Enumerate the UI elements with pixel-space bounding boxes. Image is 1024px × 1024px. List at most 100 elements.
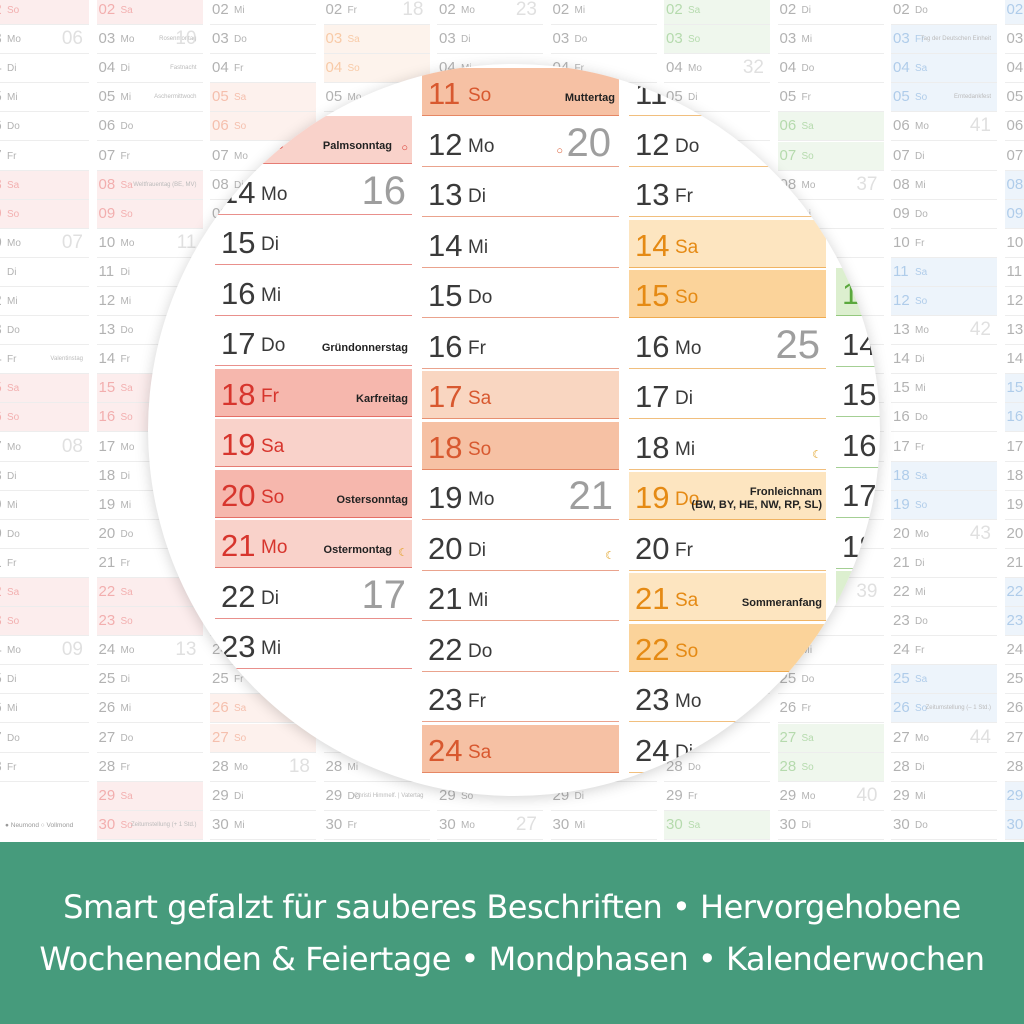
zoom-day-number: 22 bbox=[635, 631, 670, 667]
bg-day-number: 06 bbox=[98, 117, 116, 135]
bg-day-number: 28 bbox=[98, 757, 116, 775]
bg-day-cell: 13 Mo 42 bbox=[891, 316, 997, 346]
zoom-day-cell: 19 Do Fronleichnam (BW, BY, HE, NW, RP, SL) bbox=[629, 472, 826, 520]
bg-day-cell: 03 Do bbox=[550, 25, 657, 55]
moon-phase-icon: ☾ bbox=[398, 547, 408, 559]
bg-day-number: 05 bbox=[325, 88, 343, 106]
bg-weekday: Do bbox=[915, 412, 928, 424]
bg-weekday: Do bbox=[120, 732, 134, 744]
bg-weekday: Fr bbox=[347, 819, 357, 831]
bg-holiday-label: Zeitumstellung (+ 1 Std.) bbox=[130, 821, 197, 828]
zoom-weekday: Mo bbox=[468, 135, 495, 157]
bg-weekday: Mo bbox=[120, 441, 135, 453]
zoom-day-number: 22 bbox=[221, 578, 256, 614]
bg-weekday: Sa bbox=[234, 92, 247, 104]
bg-day-number: 15 bbox=[893, 379, 910, 397]
bg-day-cell: 28 Fr bbox=[96, 753, 203, 782]
bg-weekday: Fr bbox=[688, 790, 698, 802]
bg-day-number: 30 bbox=[666, 815, 683, 833]
bg-day-cell: 11 Di bbox=[0, 258, 89, 287]
zoom-weekday: Mo bbox=[675, 337, 702, 359]
feature-line-2: Wochenenden & Feiertage • Mondphasen • K… bbox=[39, 940, 985, 978]
bg-day-number: 03 bbox=[1006, 30, 1024, 48]
bg-day-number: 10 bbox=[98, 233, 116, 251]
zoom-day-cell: 16 Fr bbox=[422, 321, 619, 369]
feature-line-1: Smart gefalzt für sauberes Beschriften •… bbox=[63, 888, 961, 926]
bg-day-number: 30 bbox=[779, 815, 797, 833]
bg-weekday: Mi bbox=[347, 761, 359, 773]
zoom-weekday: Sa bbox=[468, 388, 492, 409]
bg-day-cell: 02 Mi bbox=[550, 0, 657, 25]
zoom-day-number: 17 bbox=[428, 379, 463, 414]
bg-day-number: 18 bbox=[98, 466, 116, 484]
bg-week-number: 41 bbox=[969, 115, 991, 137]
bg-day-cell: 20 Do bbox=[0, 520, 89, 549]
bg-day-number: 11 bbox=[893, 262, 909, 280]
bg-weekday: Di bbox=[120, 674, 130, 686]
bg-day-number: 23 bbox=[98, 612, 116, 630]
bg-weekday: Mi bbox=[7, 703, 18, 715]
bg-day-number: 02 bbox=[1006, 1, 1024, 18]
bg-day-cell: 25 Di bbox=[0, 665, 89, 695]
bg-day-cell: 03 So bbox=[664, 25, 770, 55]
bg-day-cell: 29 Mo 40 bbox=[777, 782, 884, 811]
bg-day-number: 26 bbox=[212, 699, 229, 717]
bg-day-number: 26 bbox=[1006, 699, 1024, 717]
zoom-day-number: 13 bbox=[842, 276, 877, 311]
bg-weekday: Sa bbox=[7, 383, 20, 395]
bg-weekday: So bbox=[7, 616, 20, 628]
zoom-day-number: 22 bbox=[428, 631, 463, 667]
bg-day-cell: 07 Fr bbox=[0, 142, 89, 171]
bg-day-cell: 30 Sa bbox=[664, 810, 770, 840]
bg-day-number: 05 bbox=[98, 88, 116, 106]
bg-day-cell: 22 Sa bbox=[0, 578, 89, 607]
zoom-day-cell: 17 Di bbox=[629, 371, 826, 419]
bg-weekday: Mo bbox=[7, 34, 21, 46]
bg-day-number: 03 bbox=[779, 30, 797, 48]
bg-day-cell: 10 Mo 11 bbox=[96, 229, 203, 258]
zoom-week-number: 21 bbox=[568, 474, 614, 518]
zoom-day-cell: 17 Do Gründonnerstag bbox=[215, 318, 412, 366]
zoom-weekday: Di bbox=[675, 741, 693, 763]
bg-weekday: Di bbox=[7, 470, 17, 482]
bg-weekday: Mi bbox=[120, 703, 132, 715]
bg-day-cell: 30 Mi bbox=[210, 811, 316, 840]
bg-day-number: 02 bbox=[893, 1, 910, 18]
bg-weekday: Mi bbox=[915, 790, 926, 802]
bg-day-cell: 22 Mi bbox=[891, 578, 997, 607]
bg-weekday: Di bbox=[7, 63, 17, 75]
zoom-day-number: 18 bbox=[635, 429, 670, 465]
feature-banner: Smart gefalzt für sauberes Beschriften •… bbox=[0, 842, 1024, 1024]
zoom-weekday: So bbox=[261, 486, 285, 508]
bg-weekday: Di bbox=[7, 266, 17, 278]
zoom-weekday: Do bbox=[675, 489, 700, 510]
bg-day-number: 19 bbox=[98, 495, 116, 513]
bg-day-number: 10 bbox=[1006, 233, 1024, 251]
bg-day-cell: 03 Di bbox=[437, 25, 543, 55]
bg-day-number: 22 bbox=[893, 583, 910, 600]
bg-week-number: 43 bbox=[969, 522, 991, 544]
bg-day-number: 25 bbox=[212, 670, 229, 688]
bg-weekday: So bbox=[120, 208, 133, 220]
bg-weekday: So bbox=[915, 296, 928, 307]
bg-day-number: 20 bbox=[0, 525, 2, 542]
zoom-day-number: 19 bbox=[428, 480, 463, 515]
bg-weekday: Do bbox=[7, 325, 20, 337]
zoom-day-number: 23 bbox=[428, 682, 463, 717]
holiday-name: Fronleichnam bbox=[749, 486, 822, 498]
zoom-holiday-label: Gründonnerstag bbox=[321, 342, 408, 354]
zoom-day-cell: 20 So Ostersonntag bbox=[215, 469, 412, 518]
zoom-weekday: Mo bbox=[468, 489, 495, 510]
zoom-day-cell: 24 Sa bbox=[422, 724, 619, 773]
bg-weekday: Mi bbox=[7, 92, 18, 104]
bg-day-number: 16 bbox=[0, 408, 2, 425]
bg-day-cell: 09 So bbox=[96, 199, 203, 229]
bg-weekday: Sa bbox=[915, 470, 928, 482]
bg-day-cell: 19 So bbox=[891, 490, 997, 520]
